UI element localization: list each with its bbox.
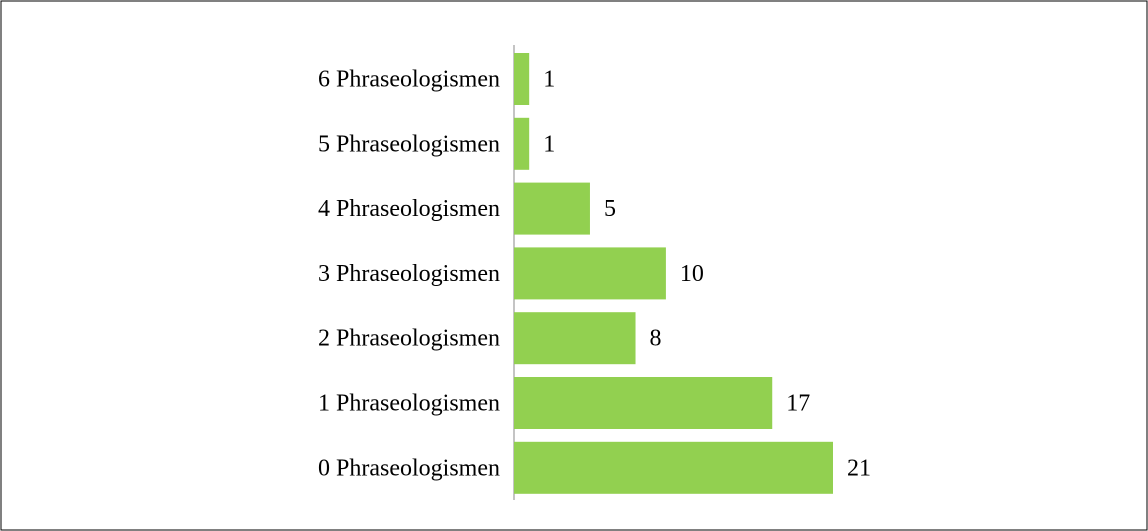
bar: [514, 312, 636, 365]
bar: [514, 247, 666, 300]
value-label: 1: [543, 67, 555, 93]
value-label: 8: [650, 326, 662, 352]
value-label: 21: [847, 455, 871, 481]
bar: [514, 53, 530, 105]
bar: [514, 182, 590, 235]
category-label: 5 Phraseologismen: [318, 131, 500, 157]
category-label: 0 Phraseologismen: [318, 455, 500, 481]
category-label: 2 Phraseologismen: [318, 326, 500, 352]
category-label: 1 Phraseologismen: [318, 391, 500, 417]
category-label: 3 Phraseologismen: [318, 261, 500, 287]
bar: [514, 117, 530, 170]
category-label: 4 Phraseologismen: [318, 196, 500, 222]
value-label: 5: [604, 196, 616, 222]
bar: [514, 377, 773, 429]
value-label: 10: [680, 261, 704, 287]
value-label: 17: [786, 391, 810, 417]
bar: [514, 441, 833, 494]
value-label: 1: [543, 131, 555, 157]
category-label: 6 Phraseologismen: [318, 67, 500, 93]
